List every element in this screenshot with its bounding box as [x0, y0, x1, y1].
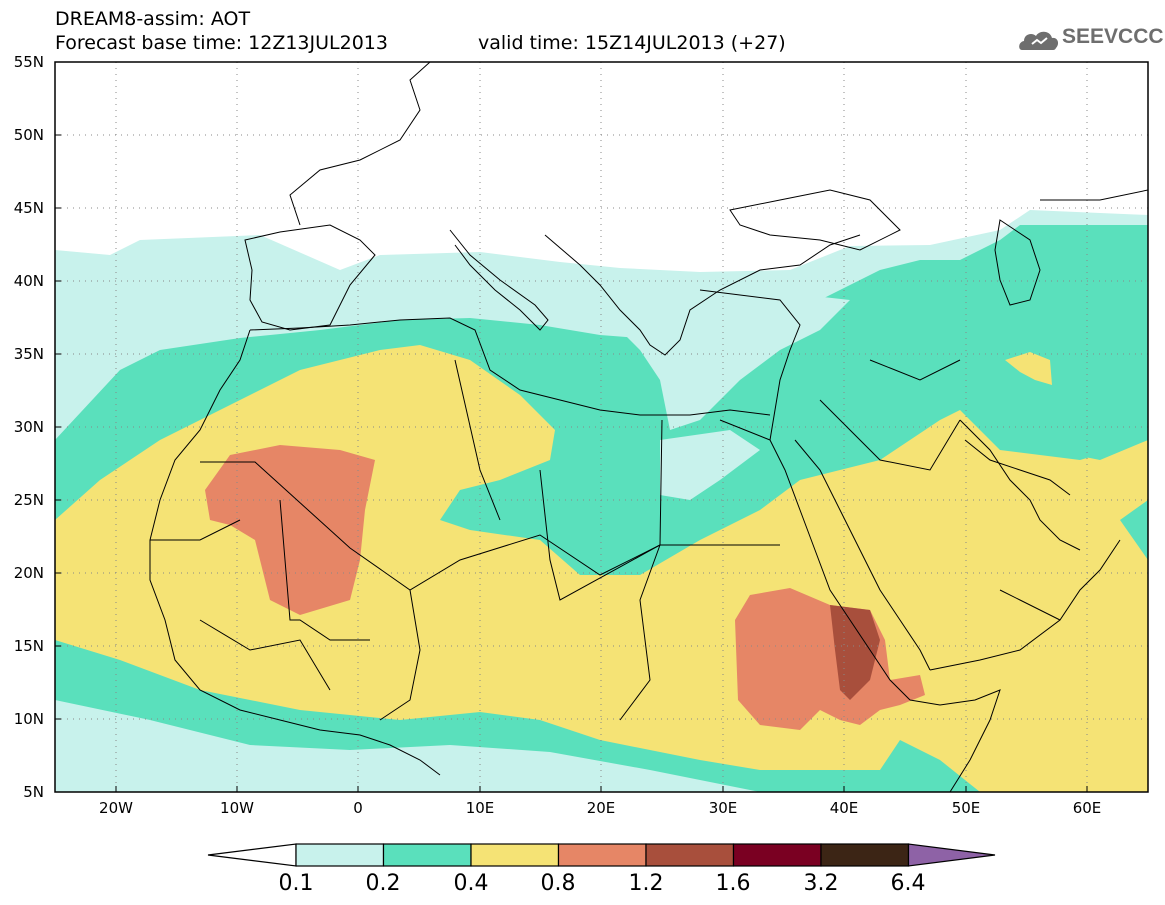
y-tick-label: 20N — [13, 564, 44, 582]
y-tick-label: 15N — [13, 637, 44, 655]
y-tick-label: 10N — [13, 710, 44, 728]
x-tick-label: 0 — [353, 799, 363, 817]
y-tick-label: 55N — [13, 53, 44, 71]
map-title: DREAM8-assim: AOT — [55, 8, 251, 30]
x-tick-label: 20W — [99, 799, 133, 817]
colorbar-label: 1.2 — [628, 871, 664, 896]
colorbar-label: 0.1 — [278, 871, 314, 896]
x-tick-label: 20E — [586, 799, 616, 817]
aot-band-0.8-east — [735, 588, 925, 730]
y-tick-label: 30N — [13, 418, 44, 436]
x-tick-label: 10E — [465, 799, 495, 817]
aot-band-0.8-west — [205, 445, 375, 615]
x-tick-label: 30E — [708, 799, 738, 817]
cloud-icon — [1019, 31, 1059, 50]
colorbar-label: 6.4 — [890, 871, 926, 896]
colorbar-label: 3.2 — [803, 871, 839, 896]
aot-band-1.2 — [830, 605, 880, 700]
colorbar-label: 0.2 — [365, 871, 401, 896]
y-tick-label: 45N — [13, 199, 44, 217]
graticule — [55, 62, 1148, 792]
x-tick-label: 50E — [951, 799, 981, 817]
logo-text: SEEVCCC — [1062, 25, 1164, 48]
coastlines — [149, 62, 1148, 792]
colorbar-label: 0.8 — [540, 871, 576, 896]
forecast-base-time: Forecast base time: 12Z13JUL2013 — [55, 32, 388, 54]
y-tick-label: 5N — [23, 783, 44, 801]
y-tick-label: 35N — [13, 345, 44, 363]
y-tick-label: 25N — [13, 491, 44, 509]
valid-time: valid time: 15Z14JUL2013 (+27) — [478, 32, 786, 54]
colorbar-label: 0.4 — [453, 871, 489, 896]
x-tick-label: 40E — [829, 799, 859, 817]
x-tick-label: 60E — [1072, 799, 1102, 817]
y-tick-label: 40N — [13, 272, 44, 290]
y-tick-label: 50N — [13, 126, 44, 144]
colorbar-label: 1.6 — [715, 871, 751, 896]
axis-ticks — [55, 134, 1088, 792]
x-tick-label: 10W — [220, 799, 254, 817]
